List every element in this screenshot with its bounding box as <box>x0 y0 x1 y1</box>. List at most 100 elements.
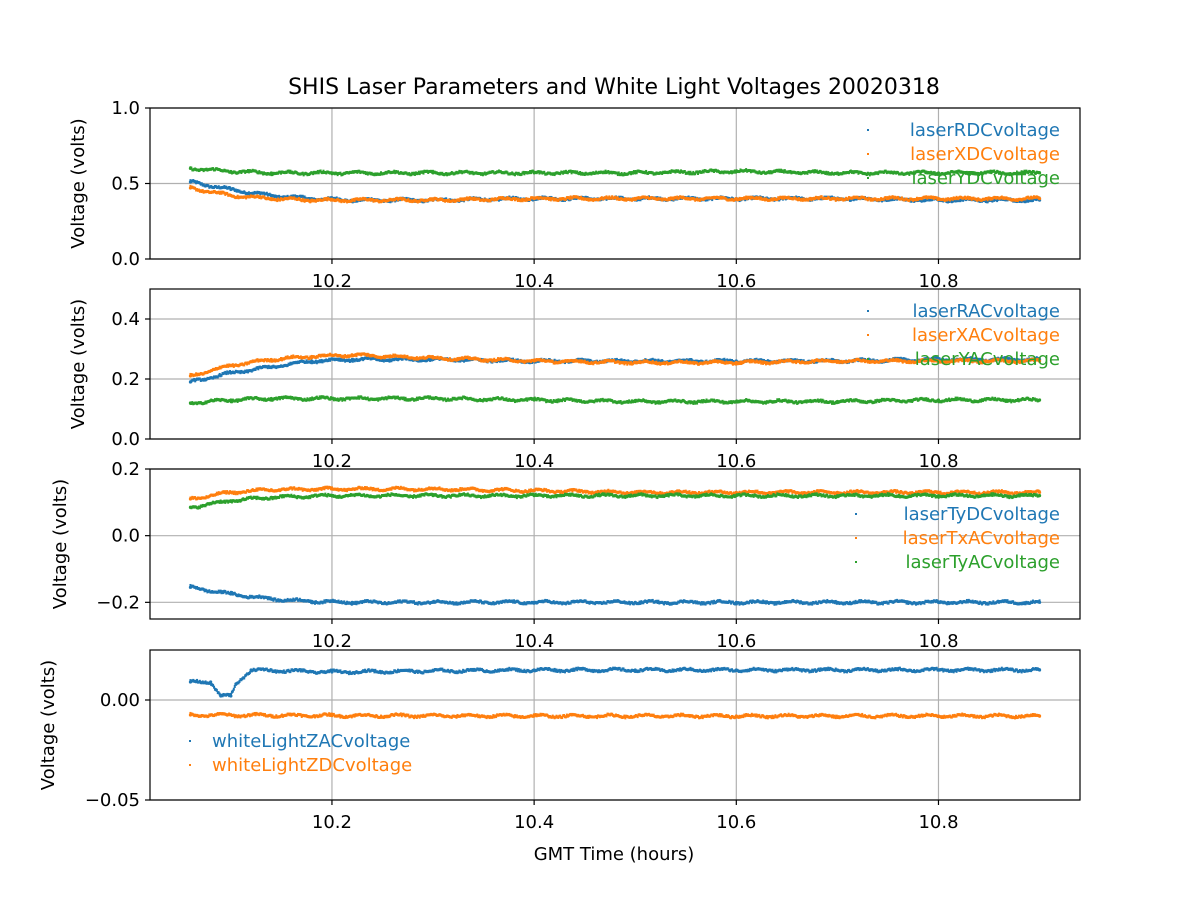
data-point <box>968 358 971 362</box>
data-point <box>343 355 346 359</box>
data-point <box>310 354 314 359</box>
data-point <box>884 169 887 173</box>
data-point <box>465 196 468 200</box>
data-point <box>418 172 421 176</box>
data-point <box>306 355 309 359</box>
data-point <box>485 358 488 362</box>
data-point <box>936 359 941 363</box>
data-point <box>631 171 634 175</box>
data-point <box>229 371 233 375</box>
x-tick-label: 10.8 <box>918 271 958 292</box>
data-point <box>317 397 320 401</box>
data-point <box>407 197 410 201</box>
data-point <box>269 171 273 175</box>
y-tick-label: 1.0 <box>111 98 140 119</box>
x-axis-label: GMT Time (hours) <box>534 844 695 865</box>
data-point <box>633 360 637 365</box>
data-point <box>481 399 484 403</box>
data-point <box>414 357 417 361</box>
data-point <box>532 359 536 363</box>
data-point <box>631 362 634 366</box>
data-point <box>276 199 279 203</box>
data-point <box>625 361 628 365</box>
data-point <box>330 171 334 175</box>
data-point <box>448 357 451 361</box>
data-point <box>967 171 970 175</box>
data-point <box>548 196 551 200</box>
data-point <box>229 187 233 192</box>
data-point <box>825 170 828 174</box>
data-point <box>549 399 552 403</box>
data-point <box>835 171 839 175</box>
data-point <box>220 373 223 377</box>
data-point <box>429 358 432 362</box>
data-point <box>655 360 658 364</box>
data-point <box>936 197 941 201</box>
data-point <box>665 360 668 364</box>
data-point <box>207 184 210 188</box>
data-point <box>580 195 583 199</box>
legend-marker <box>867 153 869 155</box>
data-point <box>301 171 304 175</box>
data-point <box>188 180 193 184</box>
data-point <box>355 354 358 358</box>
data-point <box>461 397 464 401</box>
data-point <box>347 358 350 362</box>
data-point <box>835 197 839 201</box>
y-axis-label: Voltage (volts) <box>68 118 89 248</box>
data-point <box>235 398 238 402</box>
data-point <box>617 171 620 175</box>
data-point <box>350 353 354 357</box>
data-point <box>986 198 989 202</box>
data-point <box>257 367 260 371</box>
data-point <box>551 359 554 363</box>
series-laserxdcvoltage <box>188 184 1042 204</box>
data-point <box>455 358 458 362</box>
data-point <box>895 357 898 361</box>
data-point <box>450 398 453 402</box>
data-point <box>194 186 197 190</box>
x-tick-label: 10.4 <box>514 271 554 292</box>
data-point <box>887 198 890 202</box>
data-point <box>422 171 425 175</box>
data-point <box>820 195 823 199</box>
legend-marker <box>867 129 869 131</box>
data-point <box>835 359 839 363</box>
data-point <box>569 169 572 173</box>
data-point <box>226 191 229 195</box>
data-point <box>269 365 273 369</box>
data-point <box>688 172 691 176</box>
data-point <box>236 194 239 198</box>
data-point <box>1031 198 1034 202</box>
data-point <box>383 356 386 360</box>
data-point <box>371 198 374 202</box>
legend-label: laserXDCvoltage <box>910 144 1060 165</box>
data-point <box>616 196 619 200</box>
data-point <box>188 166 193 170</box>
data-point <box>633 171 637 175</box>
data-point <box>414 398 417 402</box>
data-point <box>615 171 618 175</box>
data-point <box>971 356 974 360</box>
data-point <box>231 363 234 367</box>
data-point <box>406 354 409 358</box>
data-point <box>687 170 690 174</box>
y-tick-label: 0.0 <box>111 249 140 270</box>
data-point <box>1022 171 1025 175</box>
data-point <box>579 170 582 174</box>
data-point <box>478 197 481 201</box>
data-point <box>1014 361 1017 365</box>
data-point <box>229 169 233 174</box>
y-tick-label: 0.5 <box>111 174 140 195</box>
data-point <box>291 356 294 360</box>
data-point <box>265 191 268 195</box>
data-point <box>310 198 314 202</box>
data-point <box>229 193 233 198</box>
data-point <box>810 360 813 364</box>
data-point <box>956 171 959 175</box>
data-point <box>1037 197 1042 201</box>
data-point <box>685 359 688 363</box>
data-point <box>935 196 938 200</box>
